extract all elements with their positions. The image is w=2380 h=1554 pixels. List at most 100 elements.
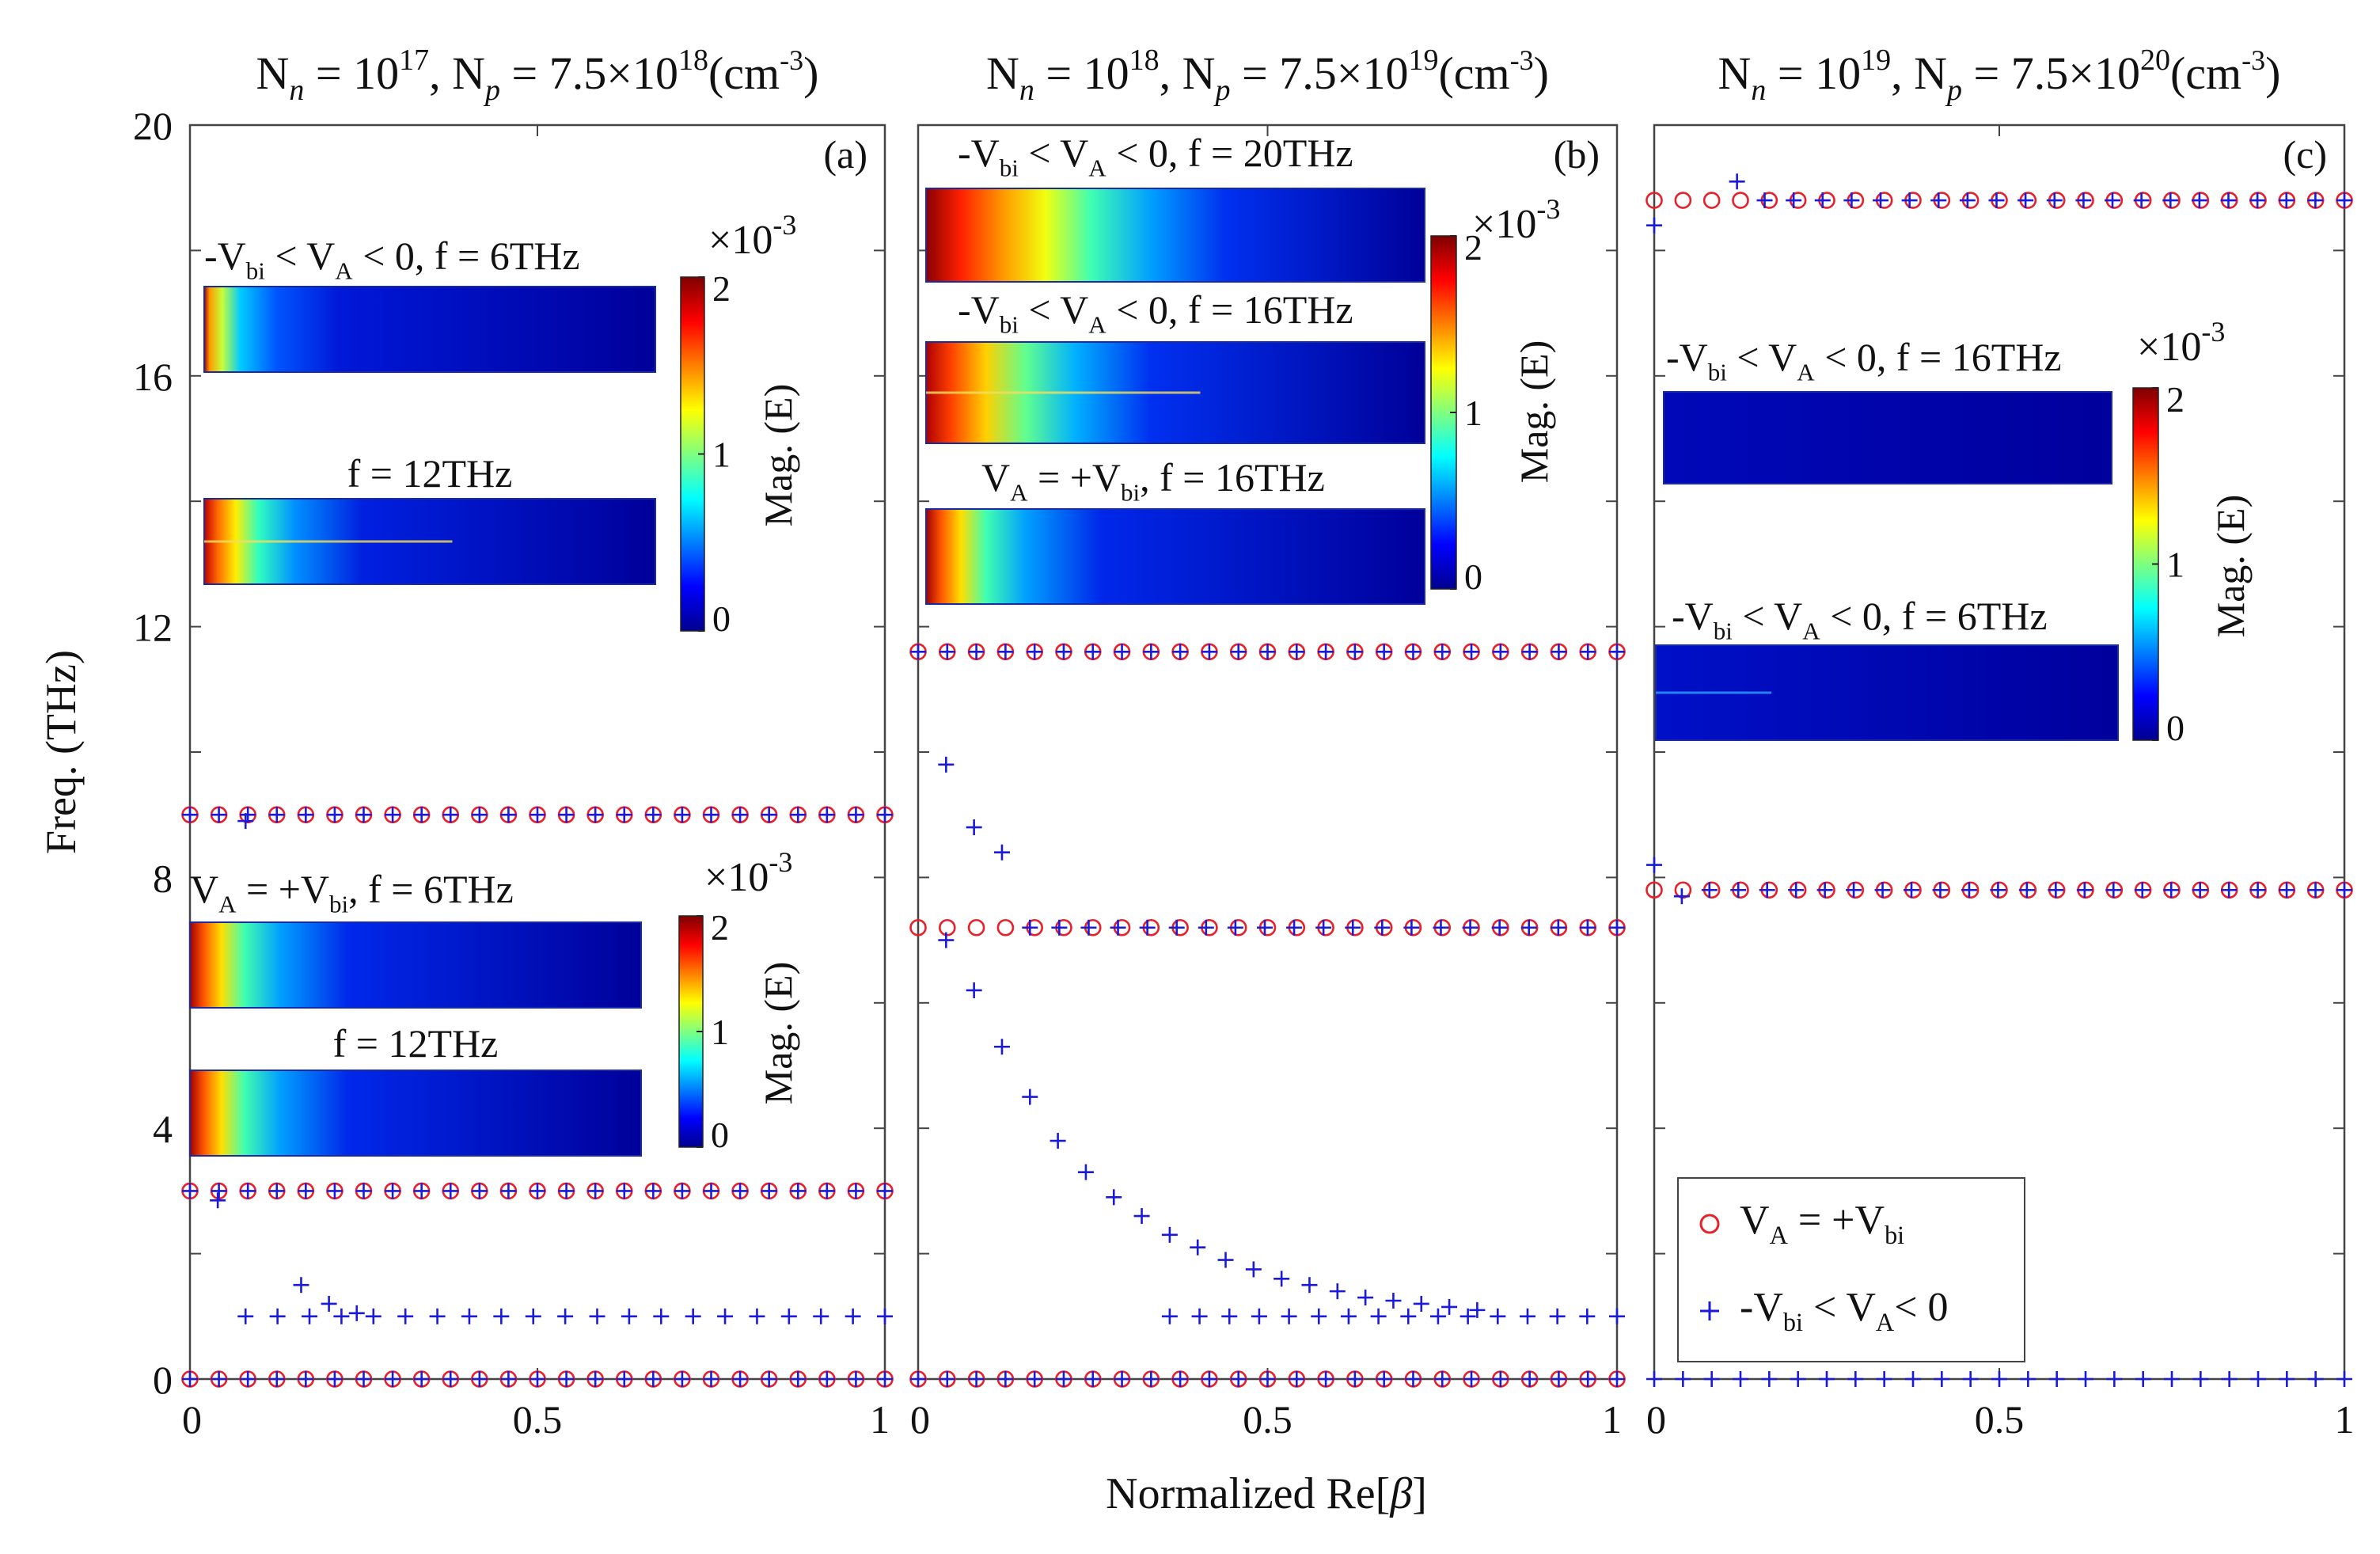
data-point-plus bbox=[1133, 1208, 1150, 1225]
colorbar-label: Mag. (E) bbox=[2208, 495, 2253, 638]
title-text: = 10 bbox=[304, 47, 399, 99]
data-point-plus bbox=[818, 1371, 835, 1387]
data-point-plus bbox=[2307, 1371, 2324, 1387]
data-point-plus bbox=[1609, 919, 1625, 936]
colorbar-scale: ×10-3 bbox=[704, 846, 792, 900]
data-point-plus bbox=[1022, 1089, 1038, 1105]
data-point-plus bbox=[877, 1371, 893, 1387]
data-point-plus bbox=[703, 1183, 719, 1199]
title-subscript: n bbox=[289, 74, 304, 107]
data-point-plus bbox=[1934, 1371, 1950, 1387]
inset-caption: -Vbi < VA < 0, f = 16THz bbox=[1666, 335, 2062, 386]
data-point-plus bbox=[1433, 919, 1449, 936]
data-point-plus bbox=[558, 807, 575, 823]
data-point-plus bbox=[1441, 1298, 1458, 1315]
caption-text: f = 12THz bbox=[347, 451, 513, 496]
subscript-text: A bbox=[218, 891, 237, 918]
colorbar-scale-exponent: -3 bbox=[772, 209, 796, 241]
data-point-plus bbox=[1646, 217, 1662, 234]
subscript-text: bi bbox=[1000, 311, 1019, 339]
data-point-plus bbox=[968, 644, 985, 660]
colorbar-scale-exponent: -3 bbox=[1536, 193, 1560, 225]
data-point-plus bbox=[732, 1371, 749, 1387]
data-point-plus bbox=[1022, 919, 1038, 936]
caption-text: < V bbox=[1727, 335, 1797, 379]
data-point-plus bbox=[1609, 1308, 1625, 1324]
x-tick-label: 1 bbox=[870, 1397, 890, 1442]
colorbar-tick-label: 1 bbox=[712, 435, 731, 475]
caption-text: -V bbox=[1740, 1285, 1783, 1330]
field-map-inset bbox=[925, 508, 1425, 605]
data-point-plus bbox=[1161, 1226, 1178, 1243]
data-point-plus bbox=[1701, 882, 1718, 899]
colorbar-tick-label: 2 bbox=[1464, 227, 1482, 268]
data-point-plus bbox=[1843, 192, 1860, 209]
data-point-plus bbox=[1551, 644, 1567, 660]
data-point-plus bbox=[385, 1183, 401, 1199]
panel-data-(c) bbox=[1646, 173, 2353, 1387]
data-point-plus bbox=[1463, 644, 1480, 660]
colorbar-tick-label: 0 bbox=[712, 598, 731, 639]
data-point-plus bbox=[1106, 1189, 1122, 1206]
data-point-plus bbox=[268, 807, 285, 823]
colorbar-tick-label: 2 bbox=[711, 907, 729, 948]
data-point-plus bbox=[1491, 919, 1508, 936]
data-point-plus bbox=[442, 1183, 459, 1199]
data-point-plus bbox=[298, 1371, 314, 1387]
data-point-plus bbox=[442, 807, 459, 823]
y-tick-label: 0 bbox=[153, 1358, 173, 1402]
subscript-text: A bbox=[1088, 154, 1106, 182]
data-point-plus bbox=[1579, 1308, 1596, 1324]
data-point-plus bbox=[732, 1183, 749, 1199]
subscript-text: A bbox=[1770, 1221, 1789, 1249]
data-point-plus bbox=[413, 1183, 430, 1199]
caption-text: < 0, f = 6THz bbox=[1820, 594, 2048, 638]
data-point-plus bbox=[1191, 1308, 1208, 1324]
data-point-plus bbox=[1374, 919, 1391, 936]
data-point-plus bbox=[182, 1183, 198, 1199]
caption-text: , f = 16THz bbox=[1140, 455, 1325, 500]
colorbar-tick-label: 0 bbox=[1464, 557, 1482, 597]
data-point-plus bbox=[500, 1371, 517, 1387]
data-point-plus bbox=[2048, 1371, 2065, 1387]
data-point-plus bbox=[1988, 192, 2005, 209]
subscript-text: bi bbox=[246, 257, 266, 285]
data-point-plus bbox=[1901, 192, 1918, 209]
data-point-plus bbox=[1904, 882, 1920, 899]
x-tick-label: 1 bbox=[1602, 1397, 1622, 1442]
data-point-plus bbox=[1281, 1308, 1297, 1324]
legend-marker-circle bbox=[1699, 1214, 1720, 1234]
colorbar-label: Mag. (E) bbox=[756, 962, 800, 1105]
x-tick-label: 0.5 bbox=[513, 1397, 563, 1442]
inset-caption: -Vbi < VA < 0, f = 6THz bbox=[1672, 594, 2048, 645]
data-point-plus bbox=[1874, 882, 1891, 899]
data-point-plus bbox=[674, 1183, 690, 1199]
data-point-plus bbox=[1376, 644, 1392, 660]
data-point-plus bbox=[2075, 192, 2092, 209]
colorbar-scale: ×10-3 bbox=[2137, 316, 2225, 370]
colorbar-scale-text: ×10 bbox=[708, 218, 772, 263]
subscript-text: bi bbox=[1714, 617, 1733, 645]
inset-caption: f = 12THz bbox=[347, 451, 513, 496]
data-point-plus bbox=[326, 807, 343, 823]
data-point-plus bbox=[1376, 1371, 1392, 1387]
data-point-plus bbox=[1256, 919, 1273, 936]
data-point-plus bbox=[1329, 1283, 1346, 1300]
data-point-plus bbox=[1429, 1308, 1446, 1324]
data-point-plus bbox=[1227, 919, 1243, 936]
data-point-plus bbox=[471, 1371, 488, 1387]
subscript-text: bi bbox=[329, 891, 349, 918]
data-point-plus bbox=[1521, 1371, 1538, 1387]
data-point-plus bbox=[939, 644, 955, 660]
data-point-plus bbox=[1370, 1308, 1387, 1324]
data-point-plus bbox=[2163, 882, 2180, 899]
data-point-plus bbox=[2336, 1371, 2352, 1387]
data-point-plus bbox=[780, 1308, 797, 1324]
data-point-plus bbox=[1143, 644, 1160, 660]
data-point-plus bbox=[211, 1183, 227, 1199]
y-axis-label: Freq. (THz) bbox=[37, 650, 85, 854]
data-point-plus bbox=[525, 1308, 541, 1324]
data-point-plus bbox=[2221, 882, 2238, 899]
colorbar-tick-label: 2 bbox=[2166, 379, 2185, 420]
data-point-plus bbox=[1161, 1308, 1178, 1324]
